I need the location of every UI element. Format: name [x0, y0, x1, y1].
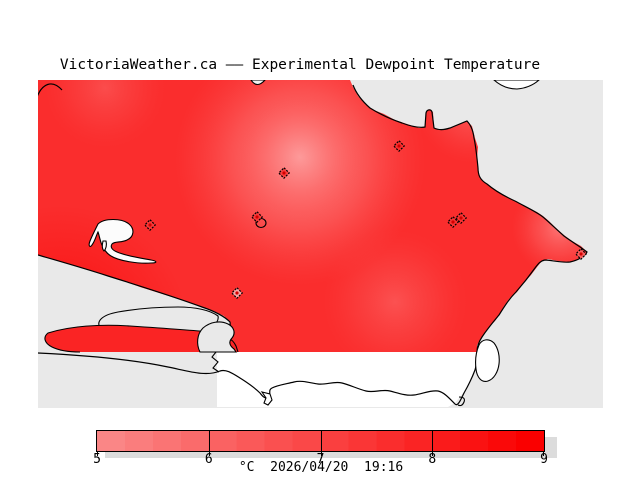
colorbar-tick — [97, 452, 98, 456]
station-marker-center — [579, 252, 583, 256]
station-marker-center — [148, 223, 152, 227]
harbour-channel-squiggle — [211, 351, 220, 373]
colorbar-divider — [320, 431, 322, 451]
oak-bay-headland — [475, 339, 500, 382]
coastline-northeast — [352, 84, 588, 353]
no-data-band — [217, 352, 478, 407]
trial-island-islet — [457, 396, 465, 407]
sooke-lake — [88, 218, 157, 264]
race-rocks-islet — [260, 391, 273, 406]
station-marker-center — [282, 171, 286, 175]
station-marker-center — [451, 220, 455, 224]
northwest-arc-coast — [38, 83, 63, 97]
weather-map — [38, 80, 603, 408]
coastline-olympic — [38, 348, 479, 406]
colorbar-tick — [432, 452, 434, 456]
colorbar-tick-label: 9 — [540, 452, 548, 467]
page-title: VictoriaWeather.ca —— Experimental Dewpo… — [59, 57, 541, 73]
colorbar-tick — [543, 452, 544, 456]
sooke-lake-leg — [101, 240, 107, 252]
colorbar-divider — [208, 431, 210, 451]
colorbar-caption: °C 2026/04/20 19:16 — [238, 460, 404, 475]
colorbar-tick — [320, 452, 322, 456]
station-marker-center — [255, 215, 259, 219]
colorbar — [96, 430, 545, 456]
east-sooke-peninsula — [44, 325, 238, 352]
top-bay-notch — [250, 80, 266, 86]
station-marker-center — [397, 144, 401, 148]
colorbar-divider — [432, 431, 434, 451]
colorbar-tick-label: 7 — [316, 452, 325, 467]
colorbar-tick-label: 5 — [93, 452, 101, 467]
colorbar-tick — [208, 452, 210, 456]
sea-northeast — [350, 80, 603, 407]
station-markers — [143, 139, 588, 300]
station-marker-center — [459, 216, 463, 220]
station-lake-outline — [255, 217, 267, 229]
station-marker-center — [235, 291, 239, 295]
colorbar-tick-label: 6 — [204, 452, 213, 467]
top-island-sliver — [493, 80, 540, 90]
esquimalt-inlet — [197, 321, 238, 353]
colorbar-tick-label: 8 — [428, 452, 437, 467]
